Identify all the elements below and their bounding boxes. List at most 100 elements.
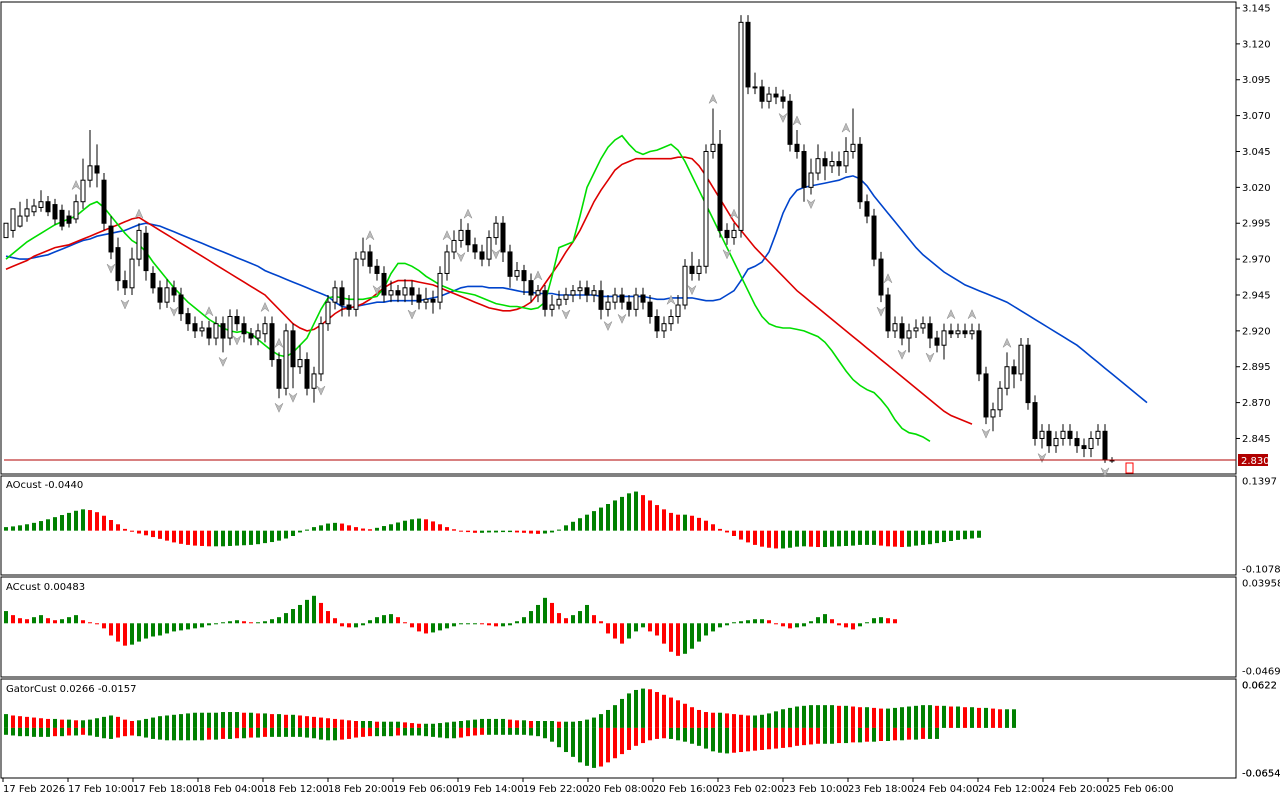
histogram-bar (382, 721, 386, 728)
histogram-bar (207, 727, 211, 740)
histogram-bar (186, 713, 190, 728)
y-tick-label: 2.895 (1242, 362, 1271, 373)
histogram-bar (921, 530, 925, 545)
histogram-bar (865, 707, 869, 728)
histogram-bar (284, 727, 288, 737)
histogram-bar (690, 623, 694, 649)
histogram-bar (11, 526, 15, 531)
histogram-bar (480, 623, 484, 625)
histogram-bar (802, 727, 806, 746)
histogram-bar (95, 727, 99, 737)
histogram-bar (340, 727, 344, 740)
candle-body (843, 150, 849, 167)
histogram-bar (697, 517, 701, 531)
fractal-up-marker (533, 270, 543, 281)
histogram-bar (886, 618, 890, 624)
histogram-bar (676, 727, 680, 741)
fractal-down-marker (603, 320, 613, 332)
fractal-up-marker (666, 294, 676, 306)
candle-body (584, 287, 590, 296)
histogram-bar (564, 727, 568, 753)
histogram-bar (613, 500, 617, 531)
candle-body (192, 323, 198, 332)
histogram-bar (816, 530, 820, 548)
histogram-bar (340, 719, 344, 728)
candle-body (388, 290, 394, 296)
candle-body (66, 215, 72, 224)
histogram-bar (67, 617, 71, 624)
histogram-bar (53, 517, 57, 531)
histogram-bar (830, 705, 834, 728)
histogram-bar (683, 623, 687, 654)
histogram-bar (809, 705, 813, 728)
candle-body (304, 359, 310, 389)
candle-body (717, 143, 723, 231)
candle-body (1081, 445, 1087, 450)
histogram-bar (648, 727, 652, 741)
histogram-bar (410, 723, 414, 728)
histogram-bar (445, 722, 449, 728)
histogram-bar (655, 623, 659, 636)
histogram-bar (459, 530, 463, 532)
histogram-bar (837, 530, 841, 547)
histogram-bar (872, 530, 876, 545)
histogram-bar (704, 623, 708, 636)
y-tick-label: 0.0622 (1242, 681, 1277, 692)
histogram-bar (753, 530, 757, 545)
histogram-bar (445, 623, 449, 629)
x-tick-label: 19 Feb 14:00 (458, 784, 524, 795)
candle-body (276, 359, 282, 389)
histogram-bar (242, 530, 246, 546)
histogram-bar (4, 527, 8, 531)
candle-body (164, 287, 170, 303)
candle-body (381, 272, 387, 296)
histogram-bar (473, 719, 477, 728)
histogram-bar (312, 727, 316, 739)
histogram-bar (802, 623, 806, 627)
histogram-bar (732, 714, 736, 728)
histogram-bar (550, 530, 554, 533)
fractal-down-marker (897, 349, 907, 360)
candle-body (766, 93, 772, 102)
candle-body (234, 316, 240, 325)
histogram-bar (753, 619, 757, 624)
histogram-bar (207, 530, 211, 547)
candle-body (885, 294, 891, 332)
histogram-bar (312, 716, 316, 728)
fractal-down-marker (1100, 467, 1110, 478)
histogram-bar (452, 529, 456, 531)
candle-body (689, 265, 695, 274)
candle-body (255, 330, 261, 339)
histogram-bar (46, 727, 50, 737)
candle-body (836, 161, 842, 167)
histogram-bar (837, 727, 841, 744)
histogram-bar (445, 727, 449, 739)
candle-body (1039, 430, 1045, 439)
histogram-bar (844, 727, 848, 744)
candle-body (248, 333, 254, 339)
histogram-bar (564, 721, 568, 728)
histogram-bar (340, 623, 344, 627)
histogram-bar (130, 721, 134, 728)
histogram-bar (431, 723, 435, 728)
candle-body (101, 179, 107, 224)
candle-body (976, 330, 982, 375)
histogram-bar (851, 706, 855, 728)
histogram-bar (74, 615, 78, 624)
fractal-up-marker (365, 230, 375, 241)
histogram-bar (158, 727, 162, 740)
candle-body (920, 323, 926, 329)
histogram-bar (725, 727, 729, 754)
candle-body (52, 204, 58, 220)
candle-body (542, 290, 548, 310)
histogram-bar (893, 530, 897, 547)
histogram-bar (18, 618, 22, 624)
histogram-bar (760, 619, 764, 624)
histogram-bar (802, 530, 806, 547)
histogram-bar (830, 727, 834, 744)
histogram-bar (179, 623, 183, 631)
histogram-bar (781, 623, 785, 627)
candle-body (801, 150, 807, 188)
